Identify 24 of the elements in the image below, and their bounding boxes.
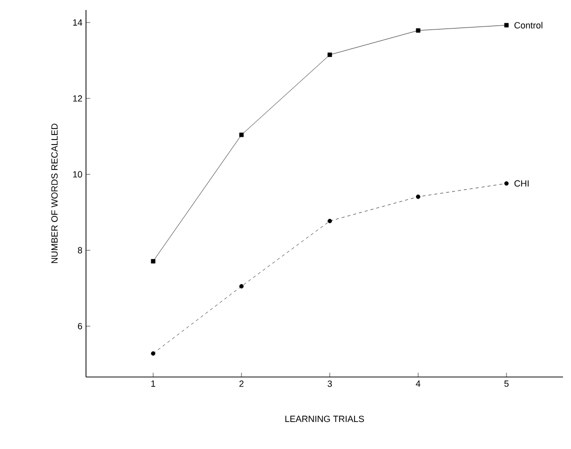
y-tick-label: 8 [78, 247, 82, 254]
point [328, 52, 332, 57]
y-tick-label: 10 [73, 171, 82, 178]
y-tick-label: 14 [73, 19, 82, 26]
point [150, 351, 156, 356]
point [416, 28, 420, 33]
point [239, 284, 244, 288]
y-tick-label: 6 [78, 322, 82, 330]
x-tick-label: 1 [151, 380, 156, 387]
y-tick-label: 12 [73, 95, 82, 102]
point [416, 194, 420, 199]
x-axis-title: LEARNING TRIALS [285, 416, 364, 422]
series-label: CHI [514, 180, 529, 187]
point [239, 132, 244, 138]
point [504, 181, 509, 186]
x-tick-label: 3 [328, 380, 332, 387]
x-tick-label: 5 [504, 380, 509, 387]
point [150, 259, 156, 264]
point [504, 22, 509, 28]
point [328, 218, 332, 224]
x-tick-label: 4 [416, 380, 420, 387]
series-label: Control [514, 22, 542, 28]
y-axis-title: NUMBER OF WORDS RECALLED [51, 124, 58, 264]
x-tick-label: 2 [239, 380, 244, 387]
